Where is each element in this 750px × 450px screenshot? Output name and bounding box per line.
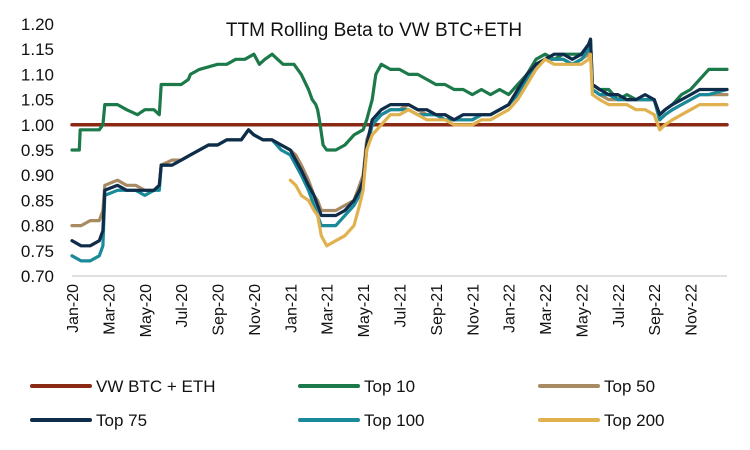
x-tick-label: Sep-22 xyxy=(647,284,664,336)
x-tick-label: Jul-21 xyxy=(393,284,410,328)
legend-label-top-100: Top 100 xyxy=(364,411,425,430)
series-line-top-10 xyxy=(70,37,729,152)
x-tick-label: Jan-22 xyxy=(502,284,519,333)
x-tick-label: Mar-22 xyxy=(538,284,555,335)
x-tick-label: May-20 xyxy=(138,284,155,337)
x-tick-label: Mar-20 xyxy=(101,284,118,335)
series-line-top-50 xyxy=(70,47,729,228)
x-tick-label: Nov-21 xyxy=(465,284,482,336)
series-line-top-200 xyxy=(288,52,729,248)
y-tick-label: 1.15 xyxy=(21,40,54,59)
x-tick-label: May-21 xyxy=(356,284,373,337)
y-tick-label: 0.70 xyxy=(21,267,54,286)
chart-title: TTM Rolling Beta to VW BTC+ETH xyxy=(226,20,522,41)
y-tick-label: 1.05 xyxy=(21,91,54,110)
x-axis-ticks: Jan-20 Mar-20 May-20 Jul-20 Sep-20 Nov-20 Jan-… xyxy=(65,284,701,337)
y-tick-label: 1.00 xyxy=(21,116,54,135)
legend-label-top-75: Top 75 xyxy=(96,411,147,430)
x-tick-label: Nov-22 xyxy=(684,284,701,336)
y-tick-label: 0.80 xyxy=(21,217,54,236)
y-tick-label: 0.75 xyxy=(21,242,54,261)
y-tick-label: 0.90 xyxy=(21,166,54,185)
x-tick-label: Jul-22 xyxy=(611,284,628,328)
legend-label-top-50: Top 50 xyxy=(604,377,655,396)
series-line-top-100 xyxy=(70,42,729,263)
y-tick-label: 1.10 xyxy=(21,65,54,84)
x-tick-label: Jan-21 xyxy=(283,284,300,333)
x-tick-label: May-22 xyxy=(574,284,591,337)
legend: VW BTC + ETH Top 10 Top 50 Top 75 Top 100 Top… xyxy=(30,377,665,430)
series-line-top-75 xyxy=(70,37,729,248)
x-tick-label: Nov-20 xyxy=(247,284,264,336)
x-tick-label: Sep-20 xyxy=(211,284,228,336)
legend-label-vw-btc-eth: VW BTC + ETH xyxy=(96,377,215,396)
legend-label-top-200: Top 200 xyxy=(604,411,665,430)
legend-label-top-10: Top 10 xyxy=(364,377,415,396)
x-tick-label: Sep-21 xyxy=(429,284,446,336)
x-tick-label: Jan-20 xyxy=(65,284,82,333)
series-lines xyxy=(70,37,729,263)
y-tick-label: 0.85 xyxy=(21,191,54,210)
x-tick-label: Mar-21 xyxy=(320,284,337,335)
y-tick-label: 0.95 xyxy=(21,141,54,160)
x-tick-label: Jul-20 xyxy=(174,284,191,328)
y-axis-ticks: 0.70 0.75 0.80 0.85 0.90 0.95 1.00 1.05 1.10 1.15… xyxy=(21,15,54,286)
y-tick-label: 1.20 xyxy=(21,15,54,34)
